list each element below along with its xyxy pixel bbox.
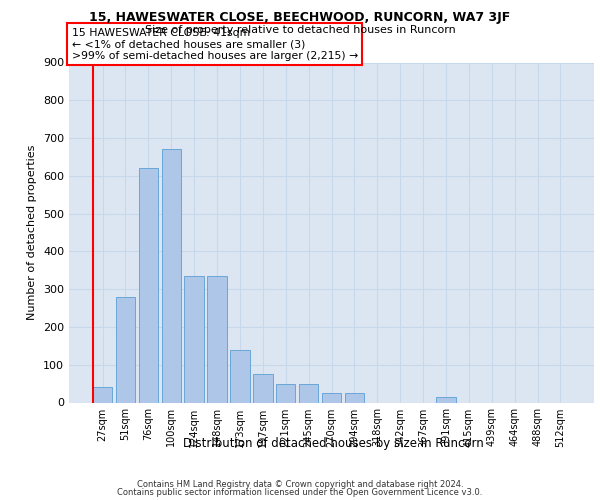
Bar (344, 393, 364, 402)
Text: Contains HM Land Registry data © Crown copyright and database right 2024.: Contains HM Land Registry data © Crown c… (137, 480, 463, 489)
Bar (276, 384, 295, 402)
Bar (139, 168, 158, 402)
Text: Distribution of detached houses by size in Runcorn: Distribution of detached houses by size … (182, 438, 484, 450)
Bar (161, 148, 181, 402)
Bar (184, 276, 204, 402)
Bar (93, 386, 112, 402)
Bar (208, 276, 227, 402)
Text: Size of property relative to detached houses in Runcorn: Size of property relative to detached ho… (145, 25, 455, 35)
Bar (230, 350, 250, 403)
Text: 15 HAWESWATER CLOSE: 41sqm
← <1% of detached houses are smaller (3)
>99% of semi: 15 HAWESWATER CLOSE: 41sqm ← <1% of deta… (71, 28, 358, 61)
Bar (299, 384, 319, 402)
Bar (322, 393, 341, 402)
Bar (436, 397, 455, 402)
Y-axis label: Number of detached properties: Number of detached properties (28, 145, 37, 320)
Bar (116, 296, 135, 403)
Bar (253, 374, 272, 402)
Text: 15, HAWESWATER CLOSE, BEECHWOOD, RUNCORN, WA7 3JF: 15, HAWESWATER CLOSE, BEECHWOOD, RUNCORN… (89, 11, 511, 24)
Text: Contains public sector information licensed under the Open Government Licence v3: Contains public sector information licen… (118, 488, 482, 497)
